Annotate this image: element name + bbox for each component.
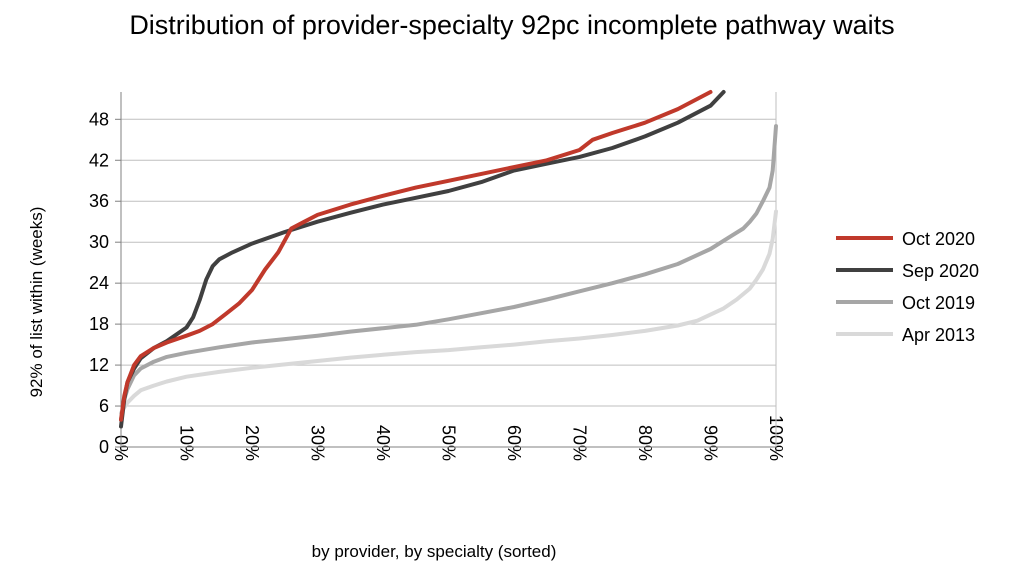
x-axis-ticks: 0% 10% 20% 30% 40% 50% 60% 70% 80% 90% 100% <box>111 415 786 461</box>
y-axis-title: 92% of list within (weeks) <box>27 207 46 398</box>
x-tick-label: 10% <box>177 425 197 461</box>
y-axis-ticks: 0 6 12 18 24 30 36 42 48 <box>89 109 121 457</box>
x-tick-label: 70% <box>570 425 590 461</box>
legend-label-oct-2019: Oct 2019 <box>902 293 975 313</box>
x-tick-label: 80% <box>635 425 655 461</box>
legend-label-oct-2020: Oct 2020 <box>902 229 975 249</box>
x-tick-label: 20% <box>242 425 262 461</box>
y-tick-label: 18 <box>89 314 109 334</box>
x-tick-label: 90% <box>701 425 721 461</box>
y-tick-label: 48 <box>89 109 109 129</box>
series-line-oct-2019 <box>119 124 778 422</box>
x-tick-label: 30% <box>308 425 328 461</box>
y-tick-label: 30 <box>89 232 109 252</box>
legend-label-sep-2020: Sep 2020 <box>902 261 979 281</box>
x-axis-title: by provider, by specialty (sorted) <box>312 542 557 561</box>
series-line-oct-2020 <box>119 90 713 422</box>
y-tick-label: 24 <box>89 273 109 293</box>
x-tick-label: 40% <box>373 425 393 461</box>
legend: Oct 2020 Sep 2020 Oct 2019 Apr 2013 <box>836 229 979 345</box>
gridlines <box>121 118 776 407</box>
y-tick-label: 36 <box>89 191 109 211</box>
y-tick-label: 0 <box>99 437 109 457</box>
x-tick-label: 60% <box>504 425 524 461</box>
x-tick-label: 0% <box>111 435 131 461</box>
series-line-apr-2013 <box>119 209 778 415</box>
legend-label-apr-2013: Apr 2013 <box>902 325 975 345</box>
y-tick-label: 12 <box>89 355 109 375</box>
chart-title: Distribution of provider-specialty 92pc … <box>129 10 895 40</box>
axes <box>120 92 777 448</box>
y-tick-label: 6 <box>99 396 109 416</box>
y-tick-label: 42 <box>89 150 109 170</box>
x-tick-label: 50% <box>439 425 459 461</box>
series-line-sep-2020 <box>119 90 726 429</box>
series-lines <box>119 90 778 429</box>
